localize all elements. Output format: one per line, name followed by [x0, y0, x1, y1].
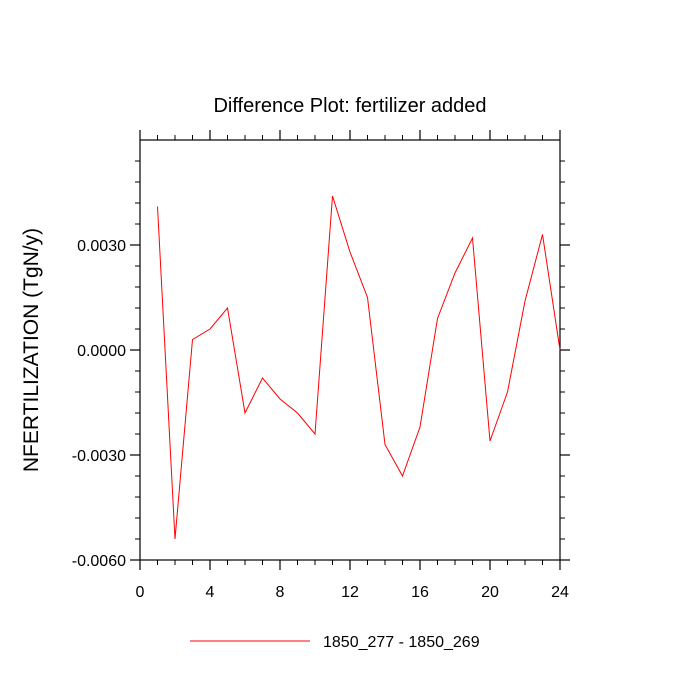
y-tick-label: 0.0030 [77, 238, 126, 255]
x-tick-label: 8 [276, 584, 285, 601]
series-line-0 [157, 195, 561, 540]
x-tick-label: 16 [411, 584, 429, 601]
y-tick-label: -0.0060 [72, 553, 126, 570]
x-tick-label: 12 [341, 584, 359, 601]
x-tick-label: 0 [136, 584, 145, 601]
x-tick-label: 24 [551, 584, 569, 601]
x-tick-labels: 0 4 8 12 16 20 24 [136, 584, 569, 601]
series-layer [157, 195, 561, 540]
legend: 1850_277 - 1850_269 [190, 634, 480, 651]
legend-label: 1850_277 - 1850_269 [323, 634, 480, 651]
y-tick-label: 0.0000 [77, 343, 126, 360]
plot-frame [139, 139, 561, 561]
y-axis-label: NFERTILIZATION (TgN/y) [20, 228, 43, 472]
minor-ticks [135, 135, 565, 565]
x-tick-label: 4 [206, 584, 215, 601]
major-ticks [130, 130, 570, 570]
chart-title: Difference Plot: fertilizer added [213, 95, 486, 117]
x-tick-label: 20 [481, 584, 499, 601]
y-tick-labels: -0.0060 -0.0030 0.0000 0.0030 [72, 238, 126, 570]
y-tick-label: -0.0030 [72, 448, 126, 465]
